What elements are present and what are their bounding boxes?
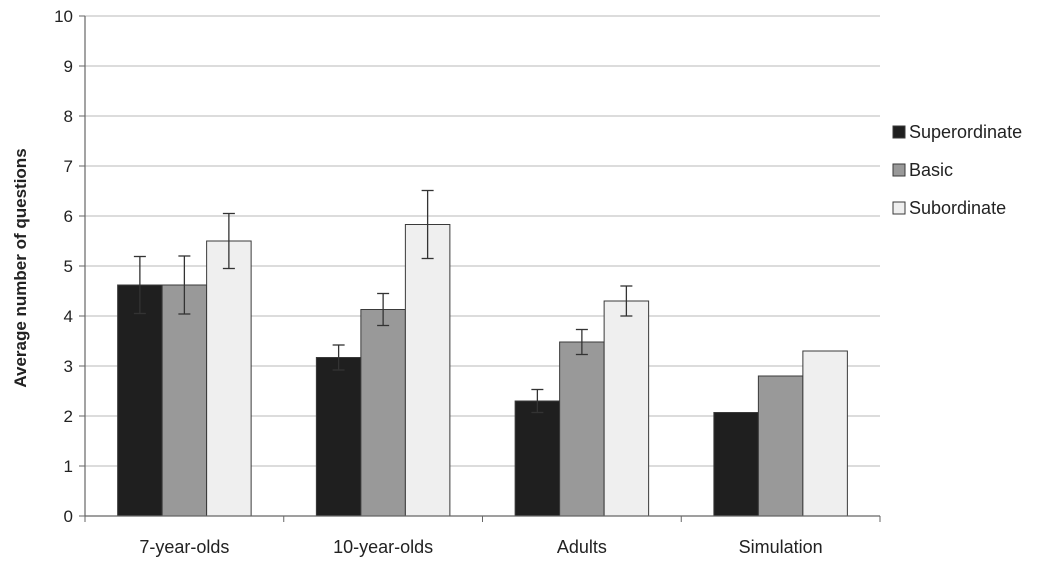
y-tick-label: 0 [64, 507, 73, 526]
y-tick-label: 10 [54, 7, 73, 26]
y-tick-labels: 0 1 2 3 4 5 6 7 8 9 10 [54, 7, 73, 526]
y-tick-label: 1 [64, 457, 73, 476]
bar-subordinate-1 [404, 224, 451, 517]
legend-label-superordinate: Superordinate [909, 122, 1022, 142]
legend-label-basic: Basic [909, 160, 953, 180]
x-tick-labels: 7-year-olds 10-year-olds Adults Simulation [139, 537, 822, 557]
legend-label-subordinate: Subordinate [909, 198, 1006, 218]
y-tick-label: 5 [64, 257, 73, 276]
y-tick-label: 8 [64, 107, 73, 126]
bar-basic-0 [161, 284, 208, 517]
bar-basic-2 [559, 341, 605, 517]
axes [79, 15, 881, 522]
x-tick-label: Simulation [739, 537, 823, 557]
y-tick-label: 7 [64, 157, 73, 176]
y-axis-label: Average number of questions [11, 148, 30, 387]
y-tick-label: 6 [64, 207, 73, 226]
bar-basic-3 [757, 375, 804, 517]
bar-superordinate-1 [315, 357, 362, 517]
bar-subordinate-3 [802, 350, 848, 517]
bar-superordinate-0 [117, 284, 163, 517]
x-tick-label: 7-year-olds [139, 537, 229, 557]
bar-superordinate-3 [713, 412, 759, 517]
y-tick-label: 9 [64, 57, 73, 76]
y-tick-label: 4 [64, 307, 73, 326]
error-bars [133, 189, 633, 414]
legend-swatch-superordinate [892, 125, 906, 139]
y-tick-label: 3 [64, 357, 73, 376]
bar-basic-1 [360, 309, 406, 517]
x-tick-label: Adults [557, 537, 607, 557]
legend-swatch-subordinate [892, 201, 906, 215]
legend: Superordinate Basic Subordinate [892, 122, 1022, 218]
x-tick-label: 10-year-olds [333, 537, 433, 557]
legend-swatch-basic [892, 163, 906, 177]
bar-subordinate-0 [206, 240, 252, 517]
bar-subordinate-2 [603, 300, 650, 517]
y-tick-label: 2 [64, 407, 73, 426]
bar-superordinate-2 [514, 400, 561, 517]
